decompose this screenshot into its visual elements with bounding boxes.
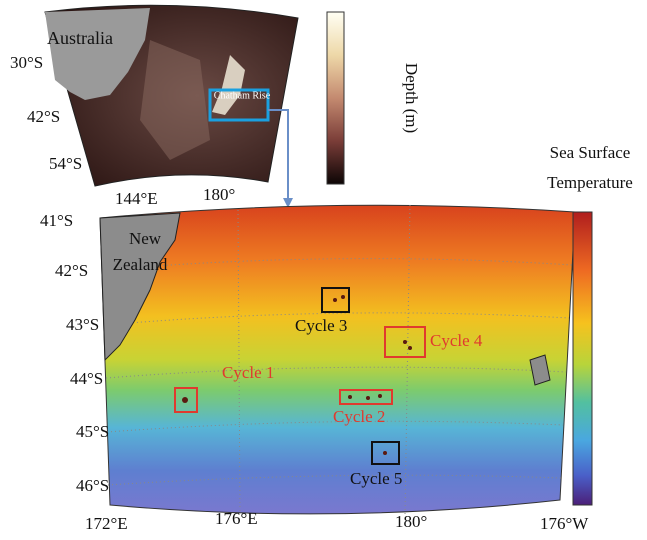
lat-label: 42°S [27,107,60,126]
main-map: New Zealand Cycle 1 Cycle 2 Cycle 3 Cycl… [40,205,589,533]
lat-label: 44°S [70,369,103,388]
lon-label: 176°W [540,514,589,533]
lat-label: 30°S [10,53,43,72]
lon-label: 180° [203,185,235,204]
figure: 91011121314151617 010002000300040005000 … [0,0,647,540]
lon-label: 176°E [215,509,258,528]
land-label: New [129,229,162,248]
lat-label: 41°S [40,211,73,230]
inset-label: Australia [47,28,113,48]
lon-label: 180° [395,512,427,531]
inset-label: Chatham Rise [214,90,271,101]
cycle-label: Cycle 1 [222,363,274,382]
lon-label: 172°E [85,514,128,533]
colorbar-label: Depth (m) [402,63,421,133]
lat-label: 45°S [76,422,109,441]
colorbar-title: Sea Surface [550,143,631,162]
cycle-label: Cycle 4 [430,331,483,350]
land-label: Zealand [113,255,168,274]
sea-surface [100,205,575,514]
colorbar-title: Temperature [547,173,633,192]
depth-colorbar: Depth (m) [327,12,421,184]
lon-label: 144°E [115,189,158,208]
colorbar [327,12,344,184]
lat-label: 46°S [76,476,109,495]
inset-map: Chatham Rise Australia 30°S 42°S 54°S 14… [10,5,298,208]
cycle-label: Cycle 5 [350,469,402,488]
lat-label: 54°S [49,154,82,173]
lat-label: 43°S [66,315,99,334]
lat-label: 42°S [55,261,88,280]
colorbar [573,212,592,505]
cycle-label: Cycle 3 [295,316,347,335]
cycle-label: Cycle 2 [333,407,385,426]
